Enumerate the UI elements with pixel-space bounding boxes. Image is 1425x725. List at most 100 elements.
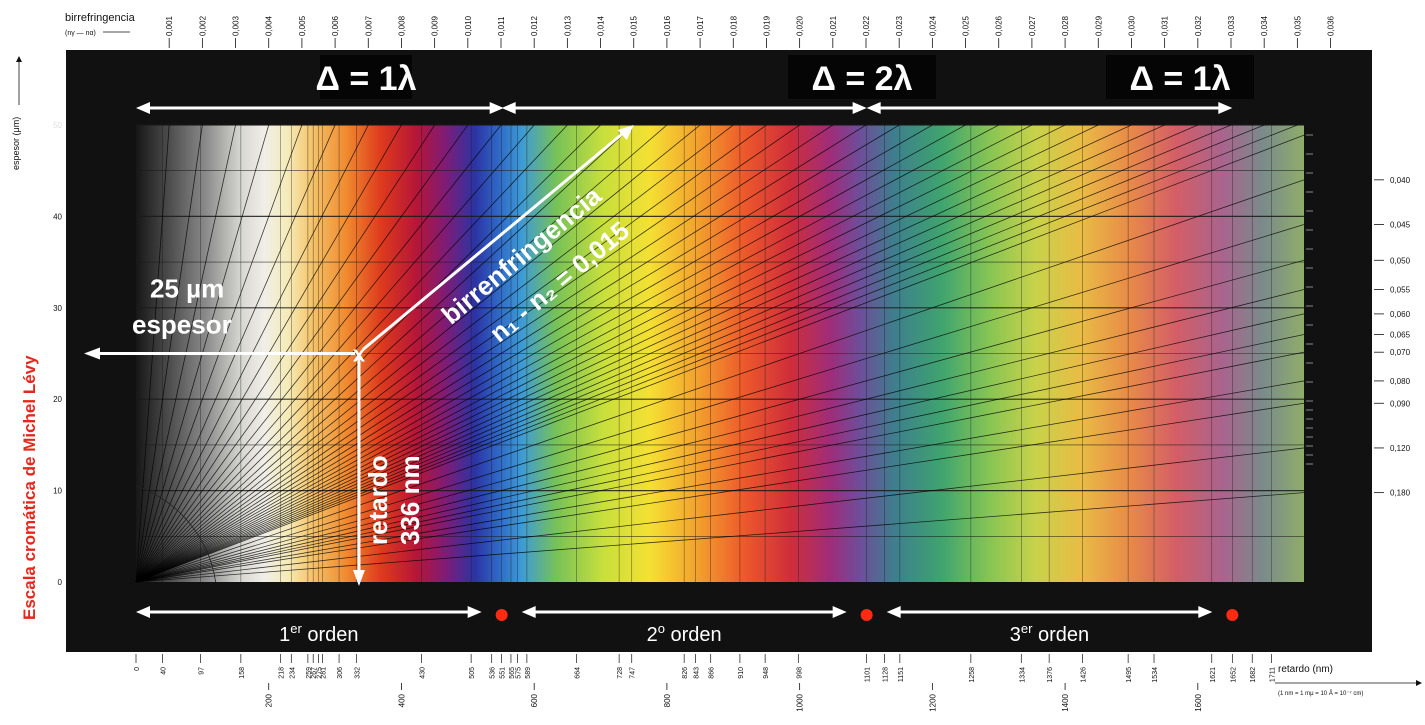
order-word: orden bbox=[1032, 624, 1089, 646]
left-axis-tick-label: 20 bbox=[53, 395, 62, 404]
bottom-axis-tick-label: 565 bbox=[509, 667, 516, 679]
birefringence-line bbox=[135, 224, 1305, 583]
bottom-axis-tick-label: 536 bbox=[490, 667, 497, 679]
delta-label: Δ = 1λ bbox=[1129, 60, 1230, 98]
left-axis-tick-label: 40 bbox=[53, 212, 62, 221]
top-axis-tick-label: 0,015 bbox=[630, 15, 639, 36]
order-label: 1er orden bbox=[279, 621, 358, 646]
thickness-arc bbox=[135, 485, 217, 583]
birefringence-line bbox=[135, 259, 1305, 583]
top-axis-tick-label: 0,016 bbox=[663, 15, 672, 36]
bottom-axis-tick-label: 1128 bbox=[883, 667, 890, 682]
order2-bottom-arrow-head-right bbox=[832, 606, 847, 618]
bottom-axis-arrowhead bbox=[1416, 680, 1422, 686]
birefringence-line bbox=[135, 124, 834, 583]
order-number: 3 bbox=[1010, 624, 1021, 646]
bottom-axis-tick-label: 866 bbox=[709, 667, 716, 679]
right-axis-tick-label: 0,180 bbox=[1390, 489, 1411, 498]
top-axis-tick-label: 0,011 bbox=[497, 16, 506, 36]
top-axis-tick-label: 0,022 bbox=[862, 15, 871, 36]
top-axis-tick-label: 0,023 bbox=[895, 15, 904, 36]
bottom-axis-tick-label: 998 bbox=[796, 667, 803, 679]
top-axis-tick-label: 0,033 bbox=[1227, 15, 1236, 36]
order-boundary-dot bbox=[1226, 609, 1239, 621]
birefringence-line bbox=[135, 124, 1265, 583]
top-axis-tick-label: 0,001 bbox=[165, 15, 174, 36]
bottom-axis-major-label: 200 bbox=[265, 693, 274, 707]
birefringence-line bbox=[135, 124, 668, 583]
bottom-axis-tick-label: 158 bbox=[239, 667, 246, 679]
top-axis-tick-label: 0,007 bbox=[364, 15, 373, 36]
order3-top-arrow-head-right bbox=[1218, 102, 1233, 114]
bottom-axis-tick-label: 551 bbox=[500, 667, 507, 679]
birefringence-line bbox=[135, 124, 999, 583]
bottom-axis-tick-label: 1495 bbox=[1126, 667, 1133, 683]
birefringence-line bbox=[135, 402, 1305, 583]
bottom-axis-tick-label: 826 bbox=[682, 667, 689, 679]
right-axis-tick-label: 0,080 bbox=[1390, 377, 1411, 386]
order1-top-arrow-head-right bbox=[489, 102, 504, 114]
order2-top-arrow-head-left bbox=[501, 102, 516, 114]
top-axis-tick-label: 0,017 bbox=[696, 15, 705, 36]
sidebar-title: Escala cromática de Michel Lévy bbox=[20, 355, 39, 620]
top-axis-tick-label: 0,025 bbox=[962, 15, 971, 36]
left-axis: espesor (μm) 0 10 20 30 40 50 bbox=[11, 56, 63, 587]
bottom-axis-tick-label: 664 bbox=[575, 667, 582, 679]
bottom-axis-major-label: 1000 bbox=[796, 693, 805, 711]
retardation-value: 336 nm bbox=[395, 455, 425, 545]
birefringence-line bbox=[135, 134, 1305, 583]
birefringence-line bbox=[135, 334, 1305, 583]
top-axis-tick-label: 0,018 bbox=[729, 15, 738, 36]
left-axis-tick-label: 10 bbox=[53, 487, 62, 496]
left-axis-tick-label: 50 bbox=[53, 121, 62, 130]
bottom-axis-major-label: 600 bbox=[530, 693, 539, 707]
birefringence-line bbox=[135, 124, 1033, 583]
bottom-axis-tick-label: 430 bbox=[419, 667, 426, 679]
bottom-axis-major-label: 400 bbox=[397, 693, 406, 707]
right-axis-tick-label: 0,055 bbox=[1390, 286, 1411, 295]
bottom-axis-tick-label: 275 bbox=[317, 667, 324, 679]
top-axis-tick-label: 0,034 bbox=[1260, 15, 1269, 36]
order-superscript: er bbox=[290, 621, 302, 636]
top-axis-tick-label: 0,024 bbox=[928, 15, 937, 36]
retardation-word: retardo bbox=[363, 455, 393, 545]
top-axis-tick-label: 0,010 bbox=[464, 15, 473, 36]
bottom-axis-tick-label: 259 bbox=[306, 667, 313, 679]
top-axis-tick-label: 0,003 bbox=[232, 15, 241, 36]
birefringence-line bbox=[135, 124, 1099, 583]
order-number: 2 bbox=[647, 624, 658, 646]
right-axis-tick-label: 0,045 bbox=[1390, 221, 1411, 230]
top-axis-tick-label: 0,008 bbox=[397, 15, 406, 36]
top-axis-tick-label: 0,027 bbox=[1028, 15, 1037, 36]
right-axis-tick-label: 0,040 bbox=[1390, 176, 1411, 185]
birefringence-line bbox=[135, 289, 1305, 583]
top-axis-tick-label: 0,036 bbox=[1327, 15, 1336, 36]
birefringence-line bbox=[135, 124, 800, 583]
bottom-axis-tick-label: 267 bbox=[311, 667, 318, 679]
bottom-axis-tick-label: 306 bbox=[337, 667, 344, 679]
right-axis-tick-label: 0,120 bbox=[1390, 444, 1411, 453]
bottom-axis-tick-label: 1258 bbox=[969, 667, 976, 683]
top-axis: birrefringencia (nγ — nα) 0,001 0,002 0,003 0… bbox=[65, 12, 1336, 48]
right-axis-tick-label: 0,070 bbox=[1390, 348, 1411, 357]
birefringence-line bbox=[135, 313, 1305, 583]
bottom-axis-tick-label: 589 bbox=[525, 667, 532, 679]
birefringence-line bbox=[135, 380, 1305, 583]
order3-bottom-arrow-head-right bbox=[1198, 606, 1213, 618]
birefringence-line bbox=[135, 492, 1305, 583]
order-superscript: o bbox=[658, 621, 665, 636]
right-axis: 0,040 0,045 0,050 0,055 0,060 0,065 0,070 0,080… bbox=[1306, 134, 1411, 498]
bottom-axis-tick-label: 234 bbox=[289, 667, 296, 679]
order-number: 1 bbox=[279, 624, 290, 646]
top-axis-tick-label: 0,030 bbox=[1127, 15, 1136, 36]
bottom-axis-tick-label: 1151 bbox=[898, 667, 905, 682]
bottom-axis-tick-label: 948 bbox=[763, 667, 770, 679]
right-axis-tick-label: 0,065 bbox=[1390, 331, 1411, 340]
delta-label-box bbox=[1106, 55, 1254, 99]
bottom-axis-major-label: 1600 bbox=[1194, 693, 1203, 711]
thickness-value: 25 µm bbox=[150, 274, 224, 304]
birefringence-line bbox=[135, 447, 1305, 583]
top-axis-tick-label: 0,006 bbox=[331, 15, 340, 36]
top-axis-tick-label: 0,009 bbox=[431, 15, 440, 36]
bottom-axis-note: (1 nm = 1 mμ = 10 Å = 10⁻⁷ cm) bbox=[1278, 690, 1363, 697]
